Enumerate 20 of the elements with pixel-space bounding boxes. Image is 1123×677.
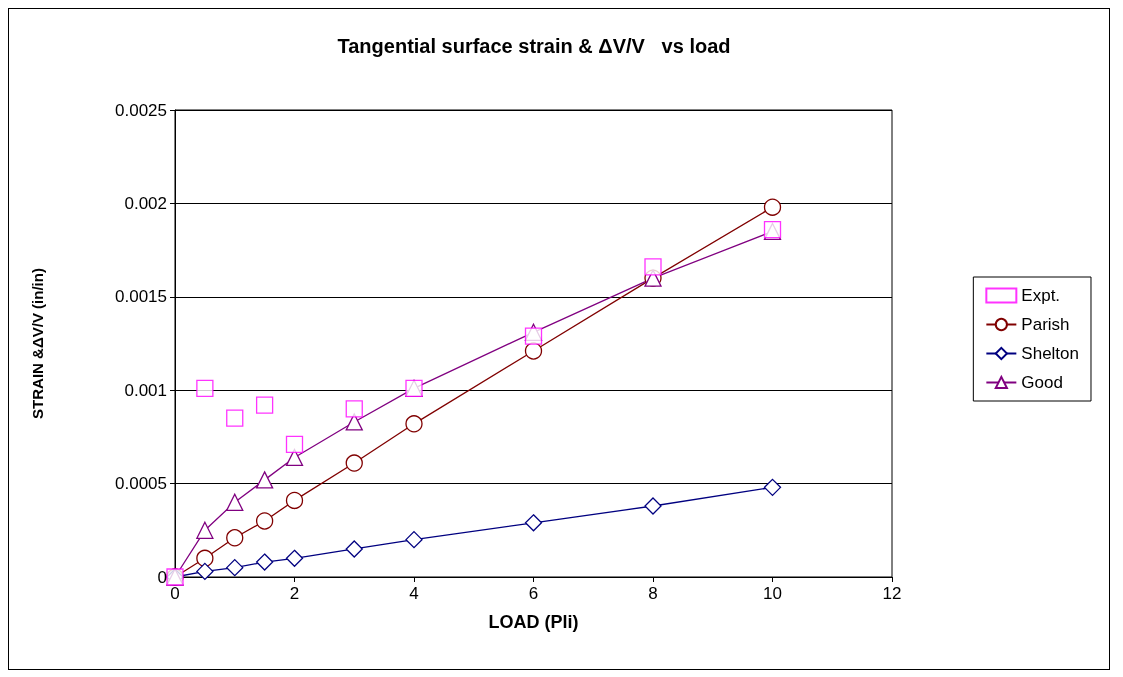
legend-label: Parish bbox=[1021, 315, 1070, 334]
y-tick-label: 0.0005 bbox=[115, 474, 167, 494]
x-tick-label: 8 bbox=[648, 584, 658, 603]
chart-title: Tangential surface strain & ΔV/V vs load bbox=[337, 35, 731, 57]
x-tick-label: 4 bbox=[409, 584, 419, 603]
x-tick-label: 6 bbox=[528, 584, 539, 603]
x-tick-label: 2 bbox=[289, 584, 300, 603]
x-tick-label: 10 bbox=[763, 584, 782, 603]
legend-label: Expt. bbox=[1021, 286, 1061, 305]
x-tick-label: 0 bbox=[170, 584, 180, 603]
y-tick-label: 0.0025 bbox=[115, 100, 167, 120]
x-tick-label: 12 bbox=[882, 584, 902, 603]
legend-label: Shelton bbox=[1021, 344, 1080, 363]
y-tick-label: 0.002 bbox=[124, 193, 167, 213]
y-axis-title: STRAIN &ΔV/V (in/in) bbox=[29, 268, 46, 419]
y-tick-label: 0.0015 bbox=[115, 287, 167, 307]
y-tick-label: 0.001 bbox=[124, 380, 167, 400]
x-axis-title: LOAD (Pli) bbox=[488, 612, 579, 632]
y-tick-label: 0 bbox=[157, 567, 167, 587]
legend-label: Good bbox=[1021, 373, 1063, 392]
